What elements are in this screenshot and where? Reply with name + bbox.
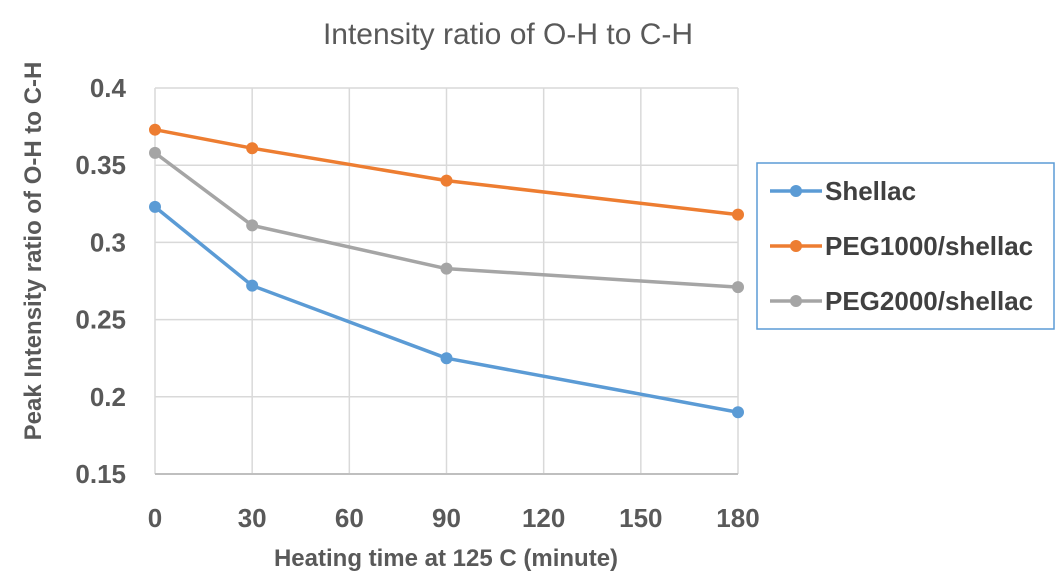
series-2 <box>149 123 744 221</box>
x-tick-label: 150 <box>619 503 662 533</box>
x-axis-ticks: 0 30 60 90 120 150 180 <box>148 503 760 533</box>
legend-swatch-marker <box>790 240 802 252</box>
series-1 <box>149 200 744 419</box>
series-line <box>154 127 739 217</box>
data-point <box>732 281 744 294</box>
y-tick-label: 0.25 <box>75 305 126 335</box>
legend-item: Shellac <box>770 176 916 206</box>
x-tick-label: 90 <box>432 503 461 533</box>
series-line <box>153 151 739 289</box>
x-tick-label: 180 <box>716 503 759 533</box>
legend-label: PEG2000/shellac <box>825 286 1033 316</box>
data-point <box>440 262 453 275</box>
x-tick-label: 30 <box>238 503 267 533</box>
data-point <box>440 352 453 365</box>
legend-label: PEG1000/shellac <box>825 231 1033 261</box>
data-point <box>440 174 453 187</box>
chart-title: Intensity ratio of O-H to C-H <box>323 18 693 51</box>
data-point <box>149 146 161 159</box>
data-point <box>246 142 259 155</box>
data-point <box>149 123 161 136</box>
series-line <box>153 205 739 414</box>
series-group <box>149 123 744 419</box>
x-tick-label: 60 <box>335 503 364 533</box>
x-tick-label: 0 <box>148 503 162 533</box>
data-point <box>246 219 259 232</box>
y-axis-title: Peak Intensity ratio of O-H to C-H <box>20 62 47 441</box>
x-tick-label: 120 <box>522 503 565 533</box>
legend-item: PEG1000/shellac <box>770 231 1033 261</box>
data-point <box>732 406 744 419</box>
data-point <box>732 208 744 221</box>
y-tick-label: 0.4 <box>90 73 127 103</box>
y-tick-label: 0.3 <box>90 227 126 257</box>
series-3 <box>149 146 744 294</box>
legend-swatch-marker <box>790 185 802 197</box>
y-axis-ticks: 0.15 0.2 0.25 0.3 0.35 0.4 <box>75 73 126 489</box>
y-tick-label: 0.2 <box>90 382 126 412</box>
data-point <box>149 200 161 213</box>
y-tick-label: 0.15 <box>75 459 126 489</box>
data-point <box>246 279 259 292</box>
legend-label: Shellac <box>825 176 916 206</box>
legend-item: PEG2000/shellac <box>770 286 1033 316</box>
x-axis-title: Heating time at 125 C (minute) <box>274 545 618 572</box>
y-tick-label: 0.35 <box>75 150 126 180</box>
legend: Shellac PEG1000/shellac PEG2000/shellac <box>756 162 1055 330</box>
legend-swatch-marker <box>790 295 802 307</box>
